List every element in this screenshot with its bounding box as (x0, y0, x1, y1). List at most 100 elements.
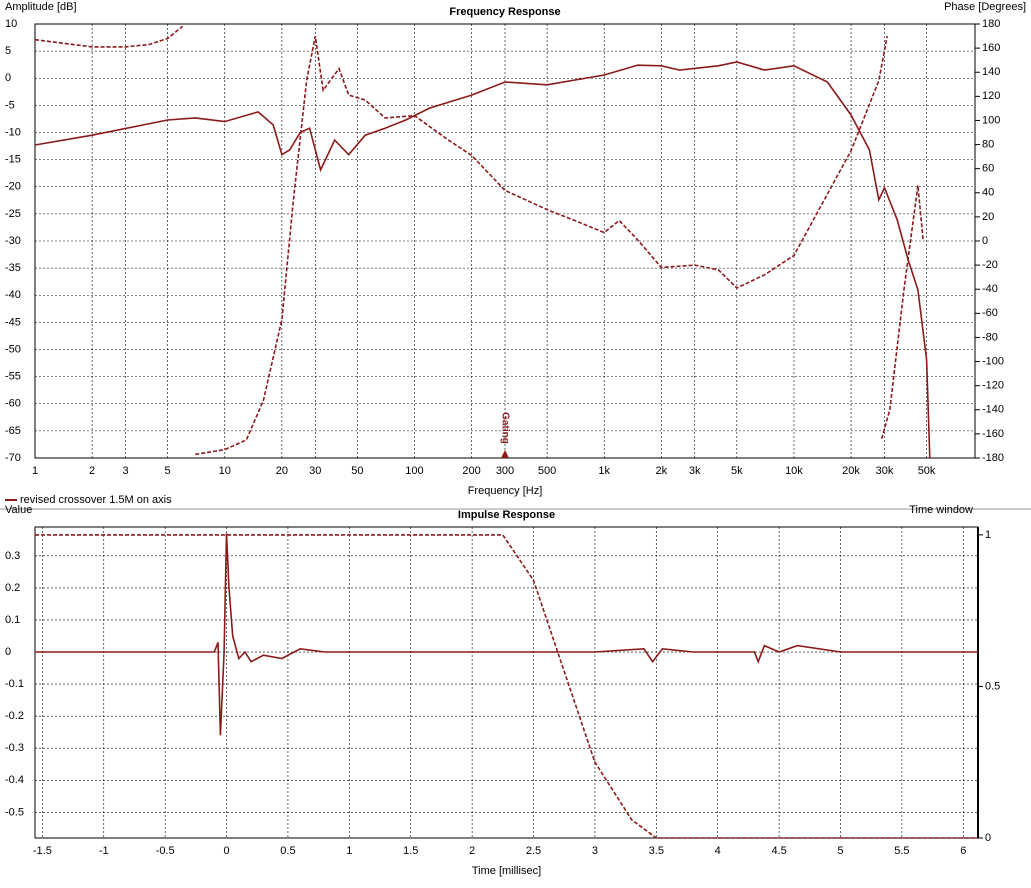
y2-axis-label: Phase [Degrees] (944, 1, 1026, 13)
y-tick-label: -35 (5, 262, 21, 274)
y-axis-label: Value (5, 504, 32, 516)
y2-tick-label: -60 (982, 307, 998, 319)
x-tick-label: 300 (496, 465, 514, 477)
annotation-marker (501, 450, 509, 458)
y2-tick-label: 1 (985, 529, 991, 541)
y2-tick-label: -160 (982, 428, 1004, 440)
y2-tick-label: 120 (982, 90, 1000, 102)
x-tick-label: 50k (918, 465, 936, 477)
y2-tick-label: 0.5 (985, 680, 1000, 692)
y-tick-label: -0.4 (5, 774, 24, 786)
series-line (35, 534, 978, 839)
x-tick-label: 0 (223, 845, 229, 857)
x-tick-label: 6 (960, 845, 966, 857)
legend-label: revised crossover 1.5M on axis (20, 494, 172, 506)
y-tick-label: -45 (5, 316, 21, 328)
y2-tick-label: 160 (982, 42, 1000, 54)
x-tick-label: 50 (351, 465, 363, 477)
y-axis-label: Amplitude [dB] (5, 1, 77, 13)
y-tick-label: -0.2 (5, 710, 24, 722)
x-tick-label: 0.5 (280, 845, 295, 857)
y-tick-label: 0.1 (5, 614, 20, 626)
x-tick-label: 2 (89, 465, 95, 477)
x-tick-label: 5.5 (894, 845, 909, 857)
y-tick-label: 10 (5, 18, 17, 30)
series-line (35, 533, 978, 736)
plot-area (34, 526, 979, 839)
y-tick-label: -10 (5, 126, 21, 138)
y-tick-label: -30 (5, 235, 21, 247)
x-tick-label: 1 (32, 465, 38, 477)
x-tick-label: 10 (219, 465, 231, 477)
y-tick-label: -15 (5, 154, 21, 166)
y2-tick-label: -120 (982, 380, 1004, 392)
y-tick-label: -70 (5, 452, 21, 464)
y-tick-label: -65 (5, 425, 21, 437)
x-tick-label: 100 (405, 465, 423, 477)
y2-tick-label: 20 (982, 211, 994, 223)
y2-tick-label: 80 (982, 138, 994, 150)
x-tick-label: 500 (538, 465, 556, 477)
x-tick-label: 10k (785, 465, 803, 477)
x-tick-label: 30 (309, 465, 321, 477)
y-tick-label: 0 (5, 646, 11, 658)
x-tick-label: -0.5 (156, 845, 175, 857)
y2-tick-label: -20 (982, 259, 998, 271)
y2-tick-label: 0 (985, 832, 991, 844)
y-tick-label: -60 (5, 398, 21, 410)
x-tick-label: 1 (346, 845, 352, 857)
y2-tick-label: 140 (982, 66, 1000, 78)
y2-axis-label: Time window (909, 504, 973, 516)
x-tick-label: 4.5 (771, 845, 786, 857)
y-tick-label: -40 (5, 289, 21, 301)
x-tick-label: -1.5 (33, 845, 52, 857)
y-tick-label: 0.3 (5, 550, 20, 562)
x-tick-label: 3.5 (649, 845, 664, 857)
y-tick-label: -55 (5, 371, 21, 383)
y2-tick-label: 60 (982, 163, 994, 175)
x-tick-label: 30k (876, 465, 894, 477)
x-tick-label: 5 (165, 465, 171, 477)
x-tick-label: 3k (689, 465, 701, 477)
x-tick-label: 2k (656, 465, 668, 477)
y-tick-label: -5 (5, 99, 15, 111)
chart-title: Frequency Response (449, 6, 560, 18)
x-tick-label: 5 (837, 845, 843, 857)
y2-tick-label: 180 (982, 18, 1000, 30)
x-tick-label: 20 (276, 465, 288, 477)
chart-title: Impulse Response (458, 509, 555, 521)
x-tick-label: 4 (715, 845, 721, 857)
y-tick-label: -0.1 (5, 678, 24, 690)
y-tick-label: 5 (5, 45, 11, 57)
y-tick-label: -0.5 (5, 806, 24, 818)
y2-tick-label: -80 (982, 331, 998, 343)
series-line (34, 61, 931, 459)
x-tick-label: -1 (99, 845, 109, 857)
y2-tick-label: -140 (982, 404, 1004, 416)
y-tick-label: 0 (5, 72, 11, 84)
x-tick-label: 200 (462, 465, 480, 477)
x-tick-label: 20k (842, 465, 860, 477)
x-tick-label: 1k (598, 465, 610, 477)
y-tick-label: 0.2 (5, 582, 20, 594)
series-line (34, 25, 924, 456)
y2-tick-label: 100 (982, 114, 1000, 126)
x-tick-label: 2 (469, 845, 475, 857)
y2-tick-label: 40 (982, 187, 994, 199)
x-tick-label: 3 (592, 845, 598, 857)
y-tick-label: -25 (5, 208, 21, 220)
x-tick-label: 3 (122, 465, 128, 477)
y2-tick-label: 0 (982, 235, 988, 247)
y-tick-label: -0.3 (5, 742, 24, 754)
y2-tick-label: -100 (982, 355, 1004, 367)
x-tick-label: 1.5 (403, 845, 418, 857)
x-axis-label: Time [millisec] (472, 865, 541, 877)
x-axis-label: Frequency [Hz] (468, 485, 543, 497)
y-tick-label: -50 (5, 343, 21, 355)
annotation: Gating (499, 412, 510, 444)
x-tick-label: 2.5 (526, 845, 541, 857)
x-tick-label: 5k (731, 465, 743, 477)
y-tick-label: -20 (5, 181, 21, 193)
